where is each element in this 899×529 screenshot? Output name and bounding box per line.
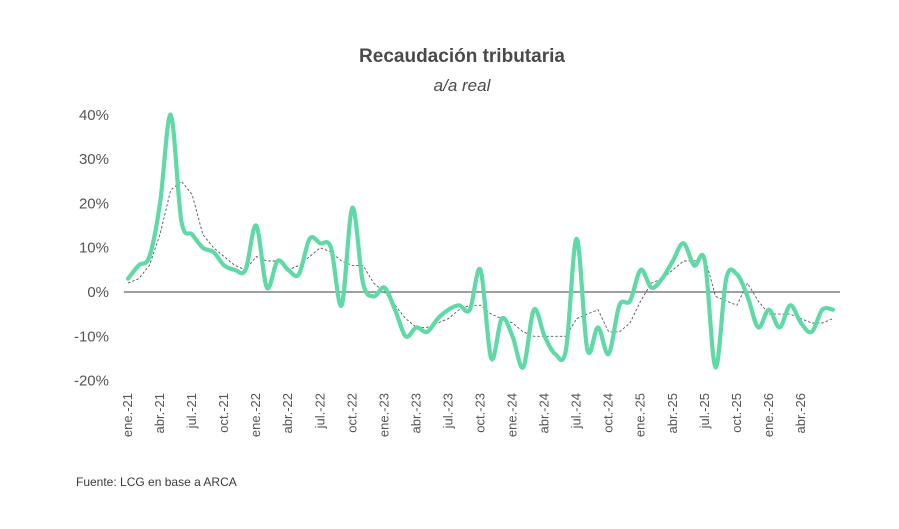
x-tick-label: abr.-24 [537, 393, 552, 433]
x-tick-label: ene.-22 [248, 393, 263, 437]
x-tick-label: jul.-22 [312, 393, 327, 429]
y-tick-label: -10% [74, 328, 109, 345]
x-tick-label: ene.-26 [761, 393, 776, 437]
y-tick-label: -20% [74, 373, 109, 390]
y-tick-label: 10% [79, 240, 109, 257]
x-tick-label: oct.-25 [729, 393, 744, 433]
x-tick-label: jul.-21 [184, 393, 199, 429]
x-tick-label: abr.-26 [793, 393, 808, 433]
y-tick-label: 0% [87, 284, 109, 301]
x-tick-label: oct.-23 [473, 393, 488, 433]
chart-title: Recaudación tributaria [359, 46, 565, 67]
x-tick-label: oct.-24 [601, 393, 616, 433]
y-tick-label: 20% [79, 195, 109, 212]
x-tick-label: abr.-21 [152, 393, 167, 433]
chart-source: Fuente: LCG en base a ARCA [76, 475, 237, 489]
y-tick-label: 30% [79, 151, 109, 168]
chart-subtitle: a/a real [433, 76, 491, 95]
x-tick-label: jul.-24 [569, 393, 584, 429]
x-tick-label: ene.-25 [633, 393, 648, 437]
x-tick-label: abr.-23 [408, 393, 423, 433]
series-line-trend [127, 180, 834, 337]
x-tick-label: ene.-23 [376, 393, 391, 437]
series-line-main [125, 112, 836, 370]
x-tick-label: abr.-25 [665, 393, 680, 433]
x-tick-label: abr.-22 [280, 393, 295, 433]
x-tick-label: oct.-21 [216, 393, 231, 433]
x-tick-label: jul.-23 [440, 393, 455, 429]
y-tick-label: 40% [79, 107, 109, 124]
x-tick-label: ene.-21 [120, 393, 135, 437]
x-tick-label: ene.-24 [505, 393, 520, 437]
x-tick-label: jul.-25 [697, 393, 712, 429]
x-tick-label: oct.-22 [344, 393, 359, 433]
